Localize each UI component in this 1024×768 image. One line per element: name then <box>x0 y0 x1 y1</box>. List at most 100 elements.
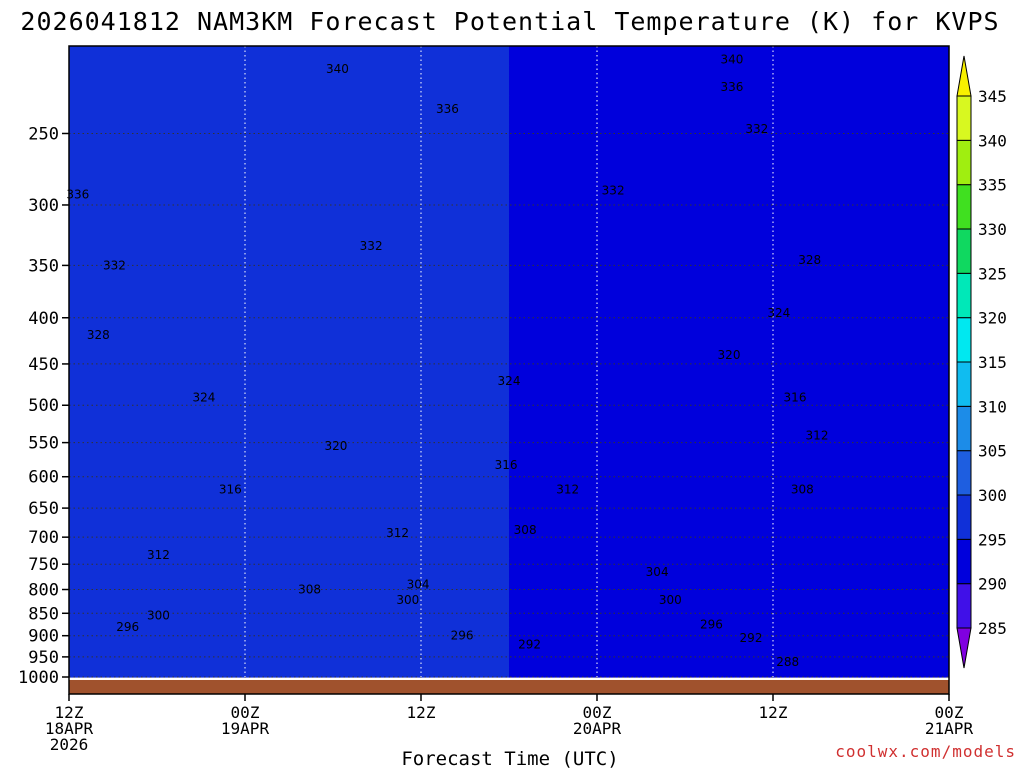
color-cell <box>169 509 180 520</box>
color-cell <box>779 46 790 57</box>
color-cell <box>479 322 490 333</box>
color-cell <box>809 213 820 225</box>
color-cell <box>389 282 400 294</box>
color-cell <box>739 400 750 412</box>
color-cell <box>679 193 690 205</box>
color-cell <box>339 65 350 77</box>
color-cell <box>789 400 800 412</box>
color-cell <box>629 164 640 175</box>
color-cell <box>719 262 730 274</box>
color-cell <box>759 538 770 550</box>
color-cell <box>459 253 470 264</box>
color-cell <box>109 460 120 471</box>
color-cell <box>279 588 290 599</box>
color-cell <box>219 322 230 333</box>
color-cell <box>439 203 450 215</box>
color-cell <box>219 460 230 471</box>
color-cell <box>939 499 949 510</box>
color-cell <box>239 164 250 175</box>
color-cell <box>89 469 100 481</box>
color-cell <box>269 46 280 57</box>
color-cell <box>859 95 870 106</box>
color-cell <box>339 95 350 106</box>
color-cell <box>899 164 910 175</box>
color-cell <box>409 588 420 599</box>
color-cell <box>109 420 120 432</box>
color-cell <box>699 529 710 540</box>
color-cell <box>129 95 140 106</box>
color-cell <box>369 381 380 392</box>
color-cell <box>119 499 130 510</box>
color-cell <box>349 322 360 333</box>
color-cell <box>239 361 250 372</box>
color-cell <box>939 272 949 284</box>
color-cell <box>89 568 100 580</box>
color-cell <box>299 213 310 225</box>
color-cell <box>819 144 830 156</box>
color-cell <box>809 588 820 599</box>
color-cell <box>379 213 390 225</box>
color-cell <box>719 331 730 343</box>
color-cell <box>709 568 720 580</box>
color-cell <box>809 46 820 57</box>
color-cell <box>589 400 600 412</box>
color-cell <box>709 65 720 77</box>
color-cell <box>719 174 730 185</box>
color-cell <box>699 410 710 422</box>
color-cell <box>259 55 270 67</box>
color-cell <box>419 578 430 589</box>
color-cell <box>859 341 870 353</box>
color-cell <box>569 588 580 599</box>
color-cell <box>279 282 290 294</box>
color-cell <box>499 598 510 609</box>
color-cell <box>769 430 780 441</box>
color-cell <box>289 302 300 313</box>
color-cell <box>429 95 440 106</box>
color-cell <box>289 450 300 461</box>
color-cell <box>589 391 600 402</box>
color-cell <box>839 430 850 441</box>
color-cell <box>99 351 110 363</box>
color-cell <box>249 105 260 116</box>
color-cell <box>179 361 190 372</box>
color-cell <box>869 233 880 244</box>
color-cell <box>619 302 630 313</box>
color-cell <box>459 558 470 570</box>
color-cell <box>929 134 940 146</box>
color-cell <box>179 115 190 126</box>
color-cell <box>349 154 360 165</box>
color-cell <box>179 164 190 175</box>
color-cell <box>129 272 140 284</box>
color-cell <box>469 371 480 382</box>
color-cell <box>919 529 930 540</box>
color-cell <box>389 55 400 67</box>
color-cell <box>859 55 870 67</box>
color-cell <box>309 322 320 333</box>
color-cell <box>559 391 570 402</box>
color-cell <box>709 598 720 609</box>
color-cell <box>519 272 530 284</box>
color-cell <box>369 420 380 432</box>
color-cell <box>699 381 710 392</box>
color-cell <box>769 391 780 402</box>
color-cell <box>859 460 870 471</box>
color-cell <box>709 292 720 303</box>
color-cell <box>289 262 300 274</box>
color-cell <box>459 469 470 481</box>
color-cell <box>279 75 290 87</box>
color-cell <box>389 548 400 560</box>
color-cell <box>329 144 340 156</box>
color-cell <box>149 292 160 303</box>
color-cell <box>139 499 150 510</box>
color-cell <box>119 213 130 225</box>
color-cell <box>469 440 480 451</box>
color-cell <box>89 558 100 570</box>
color-cell <box>189 134 200 146</box>
color-cell <box>109 115 120 126</box>
color-cell <box>759 262 770 274</box>
color-cell <box>899 312 910 323</box>
color-cell <box>469 124 480 136</box>
color-cell <box>539 233 550 244</box>
color-cell <box>259 243 270 254</box>
color-cell <box>69 469 80 481</box>
